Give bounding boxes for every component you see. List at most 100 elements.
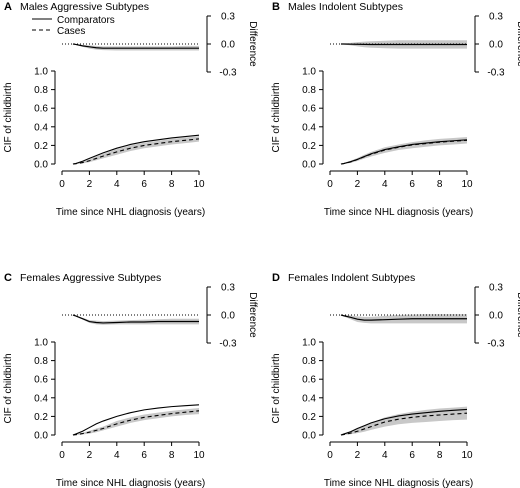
x-tick-label: 4 <box>382 450 388 461</box>
y-tick-label: 1.0 <box>302 67 316 78</box>
difference-tick-label: 0.3 <box>221 12 235 23</box>
y-tick-label: 0.8 <box>302 85 316 96</box>
y-tick-label: 1.0 <box>34 338 48 349</box>
difference-line <box>340 314 467 321</box>
x-tick-label: 2 <box>87 450 93 461</box>
series-line-comparators <box>340 408 468 436</box>
difference-tick-label: 0.0 <box>489 40 503 51</box>
y-tick-label: 0.4 <box>302 393 316 404</box>
y-tick-label: 0.6 <box>302 375 316 386</box>
difference-tick-label: 0.3 <box>489 283 503 294</box>
y-tick-label: 0.4 <box>34 122 48 133</box>
panel-title: Males Indolent Subtypes <box>288 1 403 13</box>
y-tick-label: 0.8 <box>34 85 48 96</box>
x-axis-label: Time since NHL diagnosis (years) <box>56 207 205 218</box>
series-line-comparators <box>72 134 200 165</box>
x-tick-label: 10 <box>193 450 205 461</box>
y-tick-label: 0.2 <box>302 141 316 152</box>
x-tick-label: 0 <box>327 179 333 190</box>
difference-axis-label: Difference <box>515 292 520 338</box>
panel-d: D Females Indolent Subtypes 0.3 0.0 -0.3 Diff… <box>271 272 520 488</box>
x-tick-label: 4 <box>382 179 388 190</box>
panel-b: B Males Indolent Subtypes 0.3 0.0 -0.3 Differ… <box>271 1 520 218</box>
panel-title: Females Aggressive Subtypes <box>20 272 161 284</box>
y-axis-label: CIF of childbirth <box>271 82 282 152</box>
y-tick-label: 0.2 <box>302 412 316 423</box>
x-tick-label: 6 <box>141 179 147 190</box>
panel-title: Females Indolent Subtypes <box>288 272 415 284</box>
x-tick-label: 6 <box>409 450 415 461</box>
difference-tick-label: -0.3 <box>487 68 505 79</box>
difference-axis-label: Difference <box>247 21 258 67</box>
x-tick-label: 6 <box>409 179 415 190</box>
series-line-cases <box>340 139 468 165</box>
y-tick-label: 0.6 <box>34 375 48 386</box>
panel-label: D <box>272 272 280 284</box>
x-tick-label: 2 <box>355 450 361 461</box>
x-tick-label: 8 <box>437 179 443 190</box>
y-axis-label: CIF of childbirth <box>3 353 14 423</box>
series-line-cases <box>72 138 200 165</box>
y-axis-label: CIF of childbirth <box>3 82 14 152</box>
x-axis-label: Time since NHL diagnosis (years) <box>324 478 473 488</box>
difference-tick-label: 0.3 <box>221 283 235 294</box>
x-tick-label: 6 <box>141 450 147 461</box>
difference-tick-label: -0.3 <box>219 68 237 79</box>
cases-ci-band <box>340 137 467 164</box>
panel-label: A <box>4 1 12 13</box>
difference-tick-label: 0.3 <box>489 12 503 23</box>
x-tick-label: 8 <box>169 179 175 190</box>
x-tick-label: 0 <box>59 450 65 461</box>
x-tick-label: 10 <box>193 179 205 190</box>
x-tick-label: 0 <box>59 179 65 190</box>
cases-ci-band <box>72 408 199 435</box>
legend-label-comparators: Comparators <box>57 15 115 26</box>
y-tick-label: 1.0 <box>302 338 316 349</box>
difference-tick-label: 0.0 <box>221 311 235 322</box>
cases-ci-band <box>340 406 467 435</box>
panel-label: C <box>4 272 12 284</box>
difference-line <box>72 314 199 324</box>
panel-c: C Females Aggressive Subtypes 0.3 0.0 -0.3 Di… <box>3 272 258 488</box>
difference-tick-label: -0.3 <box>219 339 237 350</box>
y-tick-label: 0.4 <box>302 122 316 133</box>
y-tick-label: 0.6 <box>34 104 48 115</box>
panel-label: B <box>272 1 280 13</box>
y-tick-label: 1.0 <box>34 67 48 78</box>
y-tick-label: 0.8 <box>34 356 48 367</box>
difference-axis-label: Difference <box>515 21 520 67</box>
difference-axis-label: Difference <box>247 292 258 338</box>
series-line-cases <box>72 410 200 436</box>
series-line-cases <box>340 412 468 436</box>
difference-tick-label: 0.0 <box>489 311 503 322</box>
y-tick-label: 0.6 <box>302 104 316 115</box>
x-tick-label: 2 <box>87 179 93 190</box>
y-tick-label: 0.0 <box>34 160 48 171</box>
x-tick-label: 10 <box>461 450 473 461</box>
x-tick-label: 0 <box>327 450 333 461</box>
y-tick-label: 0.0 <box>302 160 316 171</box>
y-tick-label: 0.2 <box>34 412 48 423</box>
x-tick-label: 8 <box>437 450 443 461</box>
panel-title: Males Aggressive Subtypes <box>20 1 149 13</box>
panel-a: A Males Aggressive Subtypes 0.3 0.0 -0.3 Diff… <box>3 1 258 218</box>
x-tick-label: 4 <box>114 179 120 190</box>
y-tick-label: 0.8 <box>302 356 316 367</box>
y-tick-label: 0.4 <box>34 393 48 404</box>
x-axis-label: Time since NHL diagnosis (years) <box>324 207 473 218</box>
y-tick-label: 0.2 <box>34 141 48 152</box>
legend-label-cases: Cases <box>57 26 85 37</box>
x-tick-label: 10 <box>461 179 473 190</box>
difference-line <box>72 43 199 49</box>
y-tick-label: 0.0 <box>34 431 48 442</box>
x-tick-label: 2 <box>355 179 361 190</box>
y-axis-label: CIF of childbirth <box>271 353 282 423</box>
difference-tick-label: 0.0 <box>221 40 235 51</box>
difference-tick-label: -0.3 <box>487 339 505 350</box>
x-tick-label: 4 <box>114 450 120 461</box>
x-axis-label: Time since NHL diagnosis (years) <box>56 478 205 488</box>
difference-ci-band <box>72 44 199 51</box>
